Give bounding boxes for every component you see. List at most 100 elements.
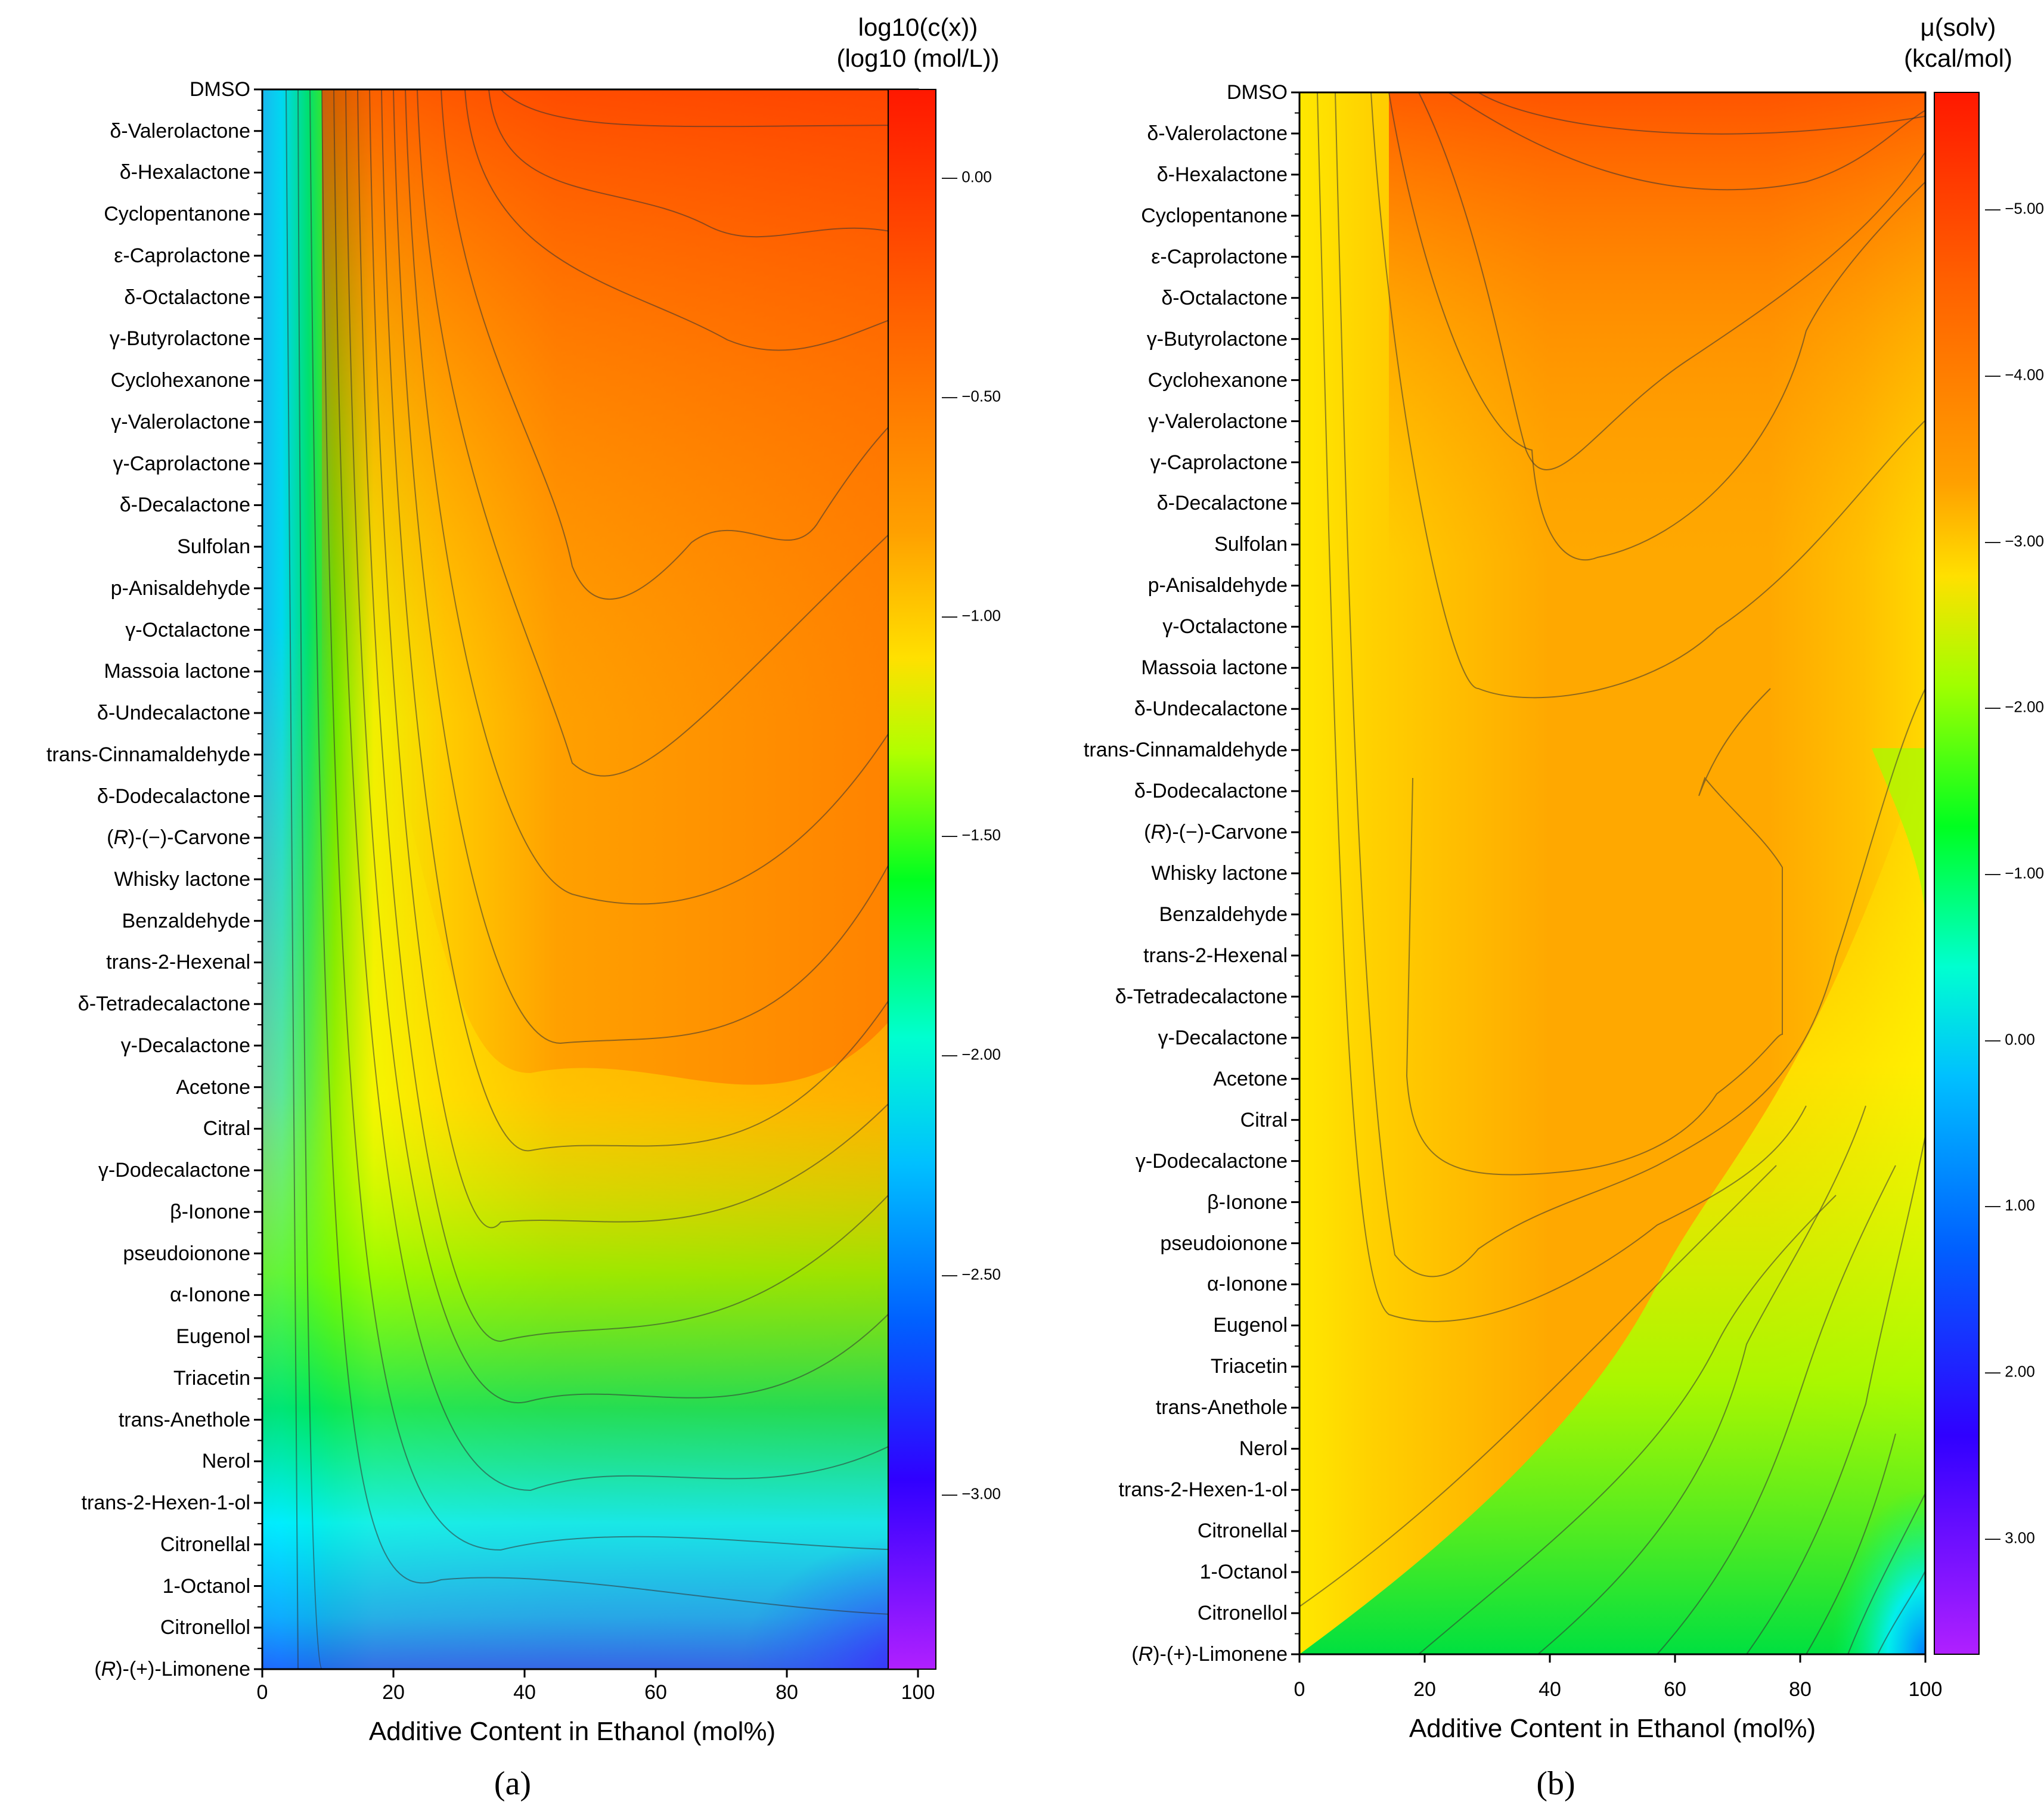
y-tick-label: δ-Undecalactone [97,702,250,725]
colorbar-title-b: μ(solv) (kcal/mol) [1904,12,2012,74]
y-tick-label: trans-2-Hexen-1-ol [1118,1478,1288,1502]
colorbar-ticks-b: — −5.00 — −4.00 — −3.00 — −2.00 — −1.00 — 0.0… [1985,92,2044,1654]
y-tick-label: β-Ionone [1207,1190,1288,1214]
y-tick-label: ε-Caprolactone [1151,245,1288,268]
colorbar-tick-label: — −1.50 [942,826,1001,844]
y-tick-label: Citronellol [160,1616,250,1639]
y-tick-label: Eugenol [176,1325,250,1348]
colorbar-tick-label: — 0.00 [942,168,992,186]
y-tick-label: γ-Butyrolactone [109,327,250,351]
colorbar-tick-label: — −2.50 [942,1265,1001,1283]
y-tick-label: Sulfolan [1214,533,1288,556]
y-tick-label: Nerol [1239,1437,1288,1461]
y-tick-label: (R)-(+)-Limonene [1131,1643,1288,1666]
y-tick-label: (R)-(−)-Carvone [107,826,250,849]
x-ticks-a: 0 20 40 60 80 100 [257,1681,935,1711]
colorbar-tick-label: — −4.00 [1985,365,2044,384]
y-tick-label: Massoia lactone [1141,656,1288,680]
y-tick-label: Acetone [176,1075,250,1099]
y-labels-b: DMSO δ-Valerolactone δ-Hexalactone Cyclopen… [1037,0,1288,1817]
y-tick-label: γ-Butyrolactone [1146,327,1288,351]
colorbar-tick-label: — −3.00 [1985,532,2044,550]
y-labels-a: DMSO δ-Valerolactone δ-Hexalactone Cyclopen… [0,0,250,1817]
colorbar-title-b-line2: (kcal/mol) [1903,44,2013,72]
x-tick-label: 100 [901,1681,935,1704]
y-tick-label: δ-Dodecalactone [1134,780,1288,803]
x-axis-title-a: Additive Content in Ethanol (mol%) [368,1717,776,1746]
colorbar-tick-label: — −5.00 [1985,199,2044,218]
y-tick-label: γ-Caprolactone [1150,451,1288,474]
colorbar-tick-label: — 2.00 [1985,1362,2035,1381]
y-tick-label: α-Ionone [1207,1273,1288,1296]
colorbar-tick-label: — −2.00 [1985,697,2044,716]
y-tick-label: trans-Anethole [118,1408,250,1431]
y-tick-label: δ-Dodecalactone [97,785,250,808]
y-tick-label: γ-Decalactone [1158,1026,1288,1049]
panel-label-a: (a) [494,1765,532,1802]
x-ticks-b: 0 20 40 60 80 100 [1294,1678,1943,1708]
y-tick-label: γ-Octalactone [1162,615,1288,638]
colorbar-tick-label: — −0.50 [942,387,1001,405]
y-tick-label: Cyclohexanone [1147,368,1288,392]
x-tick-label: 60 [644,1681,667,1704]
y-tick-label: δ-Hexalactone [1156,163,1288,186]
y-tick-label: Eugenol [1213,1314,1288,1337]
y-tick-label: γ-Valerolactone [111,410,250,433]
y-tick-label: γ-Caprolactone [113,452,250,475]
y-tick-label: δ-Decalactone [119,494,250,517]
colorbar-title-a-line1: log10(c(x)) [858,13,978,41]
colorbar-title-a: log10(c(x)) (log10 (mol/L)) [836,12,999,74]
colorbar-ticks-a: — 0.00 — −0.50 — −1.00 — −1.50 — −2.00 — −2.5… [942,89,1013,1669]
y-tick-label: γ-Dodecalactone [1135,1149,1288,1173]
y-tick-label: pseudoionone [123,1242,250,1265]
panel-b: DMSO δ-Valerolactone δ-Hexalactone Cyclopen… [1037,0,2044,1817]
y-tick-label: trans-Anethole [1155,1396,1288,1419]
y-tick-label: δ-Tetradecalactone [77,993,250,1016]
y-tick-label: Sulfolan [177,535,250,559]
x-tick-label: 60 [1664,1678,1686,1701]
x-tick-label: 20 [382,1681,405,1704]
y-tick-label: δ-Tetradecalactone [1115,985,1288,1008]
y-tick-label: Citronellol [1197,1602,1288,1625]
colorbar-tick-label: — −1.00 [1985,864,2044,882]
y-tick-label: Benzaldehyde [1159,903,1288,926]
x-tick-label: 0 [1294,1678,1305,1701]
colorbar-title-a-line2: (log10 (mol/L)) [836,44,1000,72]
x-tick-label: 40 [1539,1678,1561,1701]
x-tick-label: 100 [1908,1678,1943,1701]
colorbar-tick-label: — 1.00 [1985,1196,2035,1214]
y-tick-label: δ-Octalactone [124,286,250,309]
y-tick-label: trans-2-Hexenal [106,951,250,974]
y-tick-label: γ-Decalactone [120,1034,250,1057]
colorbar-tick-label: — −1.00 [942,606,1001,625]
y-tick-label: trans-Cinnamaldehyde [46,743,250,766]
y-tick-label: trans-Cinnamaldehyde [1083,739,1288,762]
y-tick-label: DMSO [1227,81,1288,104]
y-tick-label: γ-Valerolactone [1148,410,1288,433]
y-tick-label: Citral [203,1117,250,1140]
colorbar-tick-label: — −2.00 [942,1045,1001,1063]
y-tick-label: (R)-(+)-Limonene [94,1658,250,1680]
y-tick-label: Triacetin [173,1366,250,1390]
y-tick-label: DMSO [190,78,250,101]
heatmap-b [1291,91,1927,1663]
y-tick-label: δ-Hexalactone [119,161,250,184]
y-tick-label: δ-Octalactone [1161,286,1288,309]
panel-a: DMSO δ-Valerolactone δ-Hexalactone Cyclopen… [0,0,1013,1817]
y-tick-label: Acetone [1213,1067,1288,1090]
y-tick-label: δ-Valerolactone [1147,122,1288,145]
y-tick-label: Cyclopentanone [104,203,250,226]
y-tick-label: Cyclohexanone [110,369,250,392]
y-tick-label: Massoia lactone [104,660,250,683]
y-tick-label: (R)-(−)-Carvone [1144,821,1288,844]
panel-label-b: (b) [1536,1765,1575,1802]
y-tick-label: Triacetin [1210,1355,1288,1378]
y-tick-label: Citronellal [160,1533,250,1556]
y-tick-label: δ-Decalactone [1156,492,1288,515]
y-tick-label: Whisky lactone [114,868,250,891]
y-tick-label: γ-Octalactone [125,618,250,641]
x-tick-label: 40 [513,1681,536,1704]
plot-frame [1298,91,1927,1655]
y-tick-label: ε-Caprolactone [114,244,250,267]
y-tick-label: 1-Octanol [1199,1561,1288,1584]
